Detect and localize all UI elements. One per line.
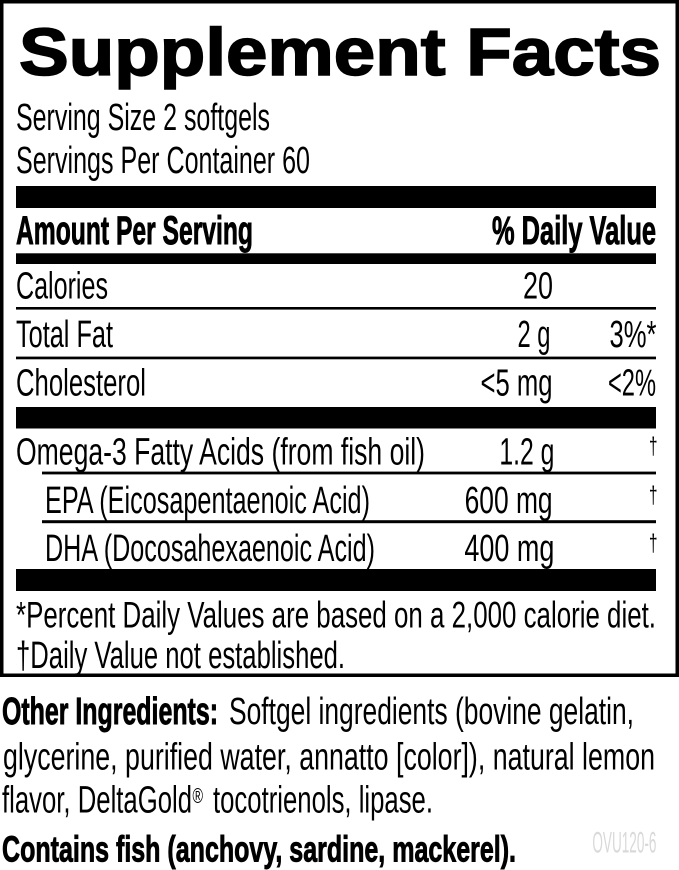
- svg-text:% Daily Value: % Daily Value: [492, 209, 656, 253]
- svg-text:Calories: Calories: [16, 266, 108, 308]
- svg-text:Supplement Facts: Supplement Facts: [19, 15, 661, 90]
- svg-text:Softgel ingredients (bovine ge: Softgel ingredients (bovine gelatin,: [229, 691, 634, 733]
- svg-text:†: †: [649, 482, 658, 509]
- svg-text:20: 20: [523, 266, 553, 308]
- svg-text:Contains fish (anchovy, sardin: Contains fish (anchovy, sardine, mackere…: [2, 828, 516, 869]
- svg-text:3%*: 3%*: [610, 314, 657, 356]
- svg-text:Cholesterol: Cholesterol: [16, 362, 146, 404]
- svg-text:<2%: <2%: [608, 362, 656, 404]
- svg-text:Total Fat: Total Fat: [16, 314, 113, 356]
- svg-text:Serving Size 2 softgels: Serving Size 2 softgels: [16, 97, 270, 139]
- svg-text:tocotrienols, lipase.: tocotrienols, lipase.: [213, 780, 433, 822]
- svg-text:†: †: [649, 530, 658, 557]
- svg-text:†Daily Value not established.: †Daily Value not established.: [16, 635, 345, 677]
- svg-text:1.2 g: 1.2 g: [499, 431, 554, 473]
- svg-text:Servings Per Container 60: Servings Per Container 60: [16, 140, 310, 182]
- svg-text:†: †: [649, 433, 658, 460]
- svg-text:2 g: 2 g: [518, 314, 551, 356]
- svg-text:EPA (Eicosapentaenoic Acid): EPA (Eicosapentaenoic Acid): [45, 480, 370, 522]
- svg-text:Other Ingredients:: Other Ingredients:: [2, 691, 218, 733]
- svg-text:OVU120-6: OVU120-6: [592, 827, 656, 860]
- svg-text:<5 mg: <5 mg: [481, 362, 553, 404]
- svg-text:*Percent Daily Values are base: *Percent Daily Values are based on a 2,0…: [16, 595, 656, 636]
- svg-text:Amount Per Serving: Amount Per Serving: [16, 209, 253, 253]
- svg-text:flavor, DeltaGold: flavor, DeltaGold: [2, 780, 192, 822]
- svg-text:Omega-3 Fatty Acids (from fish: Omega-3 Fatty Acids (from fish oil): [16, 431, 425, 473]
- svg-text:400 mg: 400 mg: [464, 528, 554, 570]
- svg-text:®: ®: [193, 785, 204, 808]
- svg-text:600 mg: 600 mg: [465, 480, 553, 522]
- svg-text:glycerine, purified water, ann: glycerine, purified water, annatto [colo…: [3, 737, 655, 779]
- svg-text:DHA (Docosahexaenoic Acid): DHA (Docosahexaenoic Acid): [45, 528, 375, 570]
